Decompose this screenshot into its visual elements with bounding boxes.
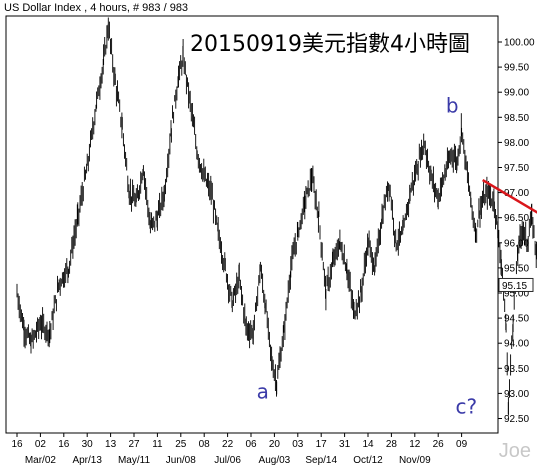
watermark: Joe (498, 440, 531, 462)
y-tick-label: 94.00 (504, 339, 529, 350)
x-tick-label: 08 (199, 439, 211, 450)
x-tick-label: 03 (292, 439, 304, 450)
y-tick-label: 97.50 (504, 163, 529, 174)
wave-annotation: c? (455, 394, 477, 418)
x-tick-label: 11 (152, 439, 163, 450)
x-tick-label: 27 (128, 439, 140, 450)
chart-header: US Dollar Index , 4 hours, # 983 / 983 (4, 2, 189, 14)
x-month-label: May/11 (118, 455, 150, 466)
x-tick-label: 13 (105, 439, 117, 450)
x-month-label: Mar/02 (25, 455, 57, 466)
x-month-label: Oct/12 (353, 455, 383, 466)
chart-title: 20150919美元指數4小時圖 (190, 32, 470, 57)
y-tick-label: 97.00 (504, 188, 529, 199)
x-tick-label: 16 (58, 439, 70, 450)
y-tick-label: 100.00 (504, 38, 535, 49)
x-month-label: Nov/09 (399, 455, 431, 466)
y-tick-label: 95.00 (504, 289, 529, 300)
x-month-label: Aug/03 (259, 455, 291, 466)
x-tick-label: 25 (175, 439, 187, 450)
y-tick-label: 93.50 (504, 364, 529, 375)
x-month-label: Sep/14 (305, 455, 337, 466)
y-tick-label: 98.00 (504, 138, 529, 149)
y-tick-label: 96.50 (504, 213, 529, 224)
price-series (16, 17, 537, 416)
y-tick-label: 99.50 (504, 63, 529, 74)
y-tick-label: 94.50 (504, 314, 529, 325)
last-price-label: 95.15 (502, 281, 527, 292)
x-tick-label: 26 (433, 439, 445, 450)
y-tick-label: 99.00 (504, 88, 529, 99)
x-tick-label: 14 (362, 439, 374, 450)
x-tick-label: 09 (456, 439, 468, 450)
x-tick-label: 28 (386, 439, 398, 450)
wave-annotation: a (257, 379, 269, 403)
y-tick-label: 98.50 (504, 113, 529, 124)
last-price-box (498, 277, 534, 292)
wave-annotation: b (446, 93, 459, 117)
plot-frame (5, 15, 499, 434)
y-tick-label: 92.50 (504, 414, 529, 425)
y-tick-label: 96.00 (504, 238, 529, 249)
x-tick-label: 16 (11, 439, 23, 450)
resistance-trendline (482, 178, 537, 214)
x-tick-label: 20 (269, 439, 281, 450)
x-tick-label: 17 (316, 439, 328, 450)
x-tick-label: 12 (409, 439, 421, 450)
x-month-label: Apr/13 (72, 455, 102, 466)
y-tick-label: 93.00 (504, 389, 529, 400)
x-month-label: Jul/06 (214, 455, 241, 466)
x-month-label: Jun/08 (166, 455, 196, 466)
x-tick-label: 22 (222, 439, 234, 450)
x-tick-label: 02 (35, 439, 47, 450)
x-tick-label: 06 (245, 439, 257, 450)
x-tick-label: 31 (339, 439, 351, 450)
x-tick-label: 30 (82, 439, 94, 450)
